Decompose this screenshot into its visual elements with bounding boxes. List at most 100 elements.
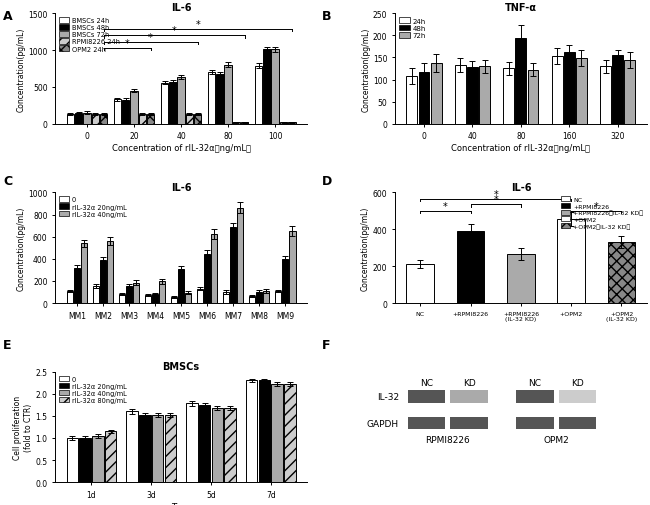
Bar bbox=[223, 292, 229, 304]
Text: *: * bbox=[172, 26, 177, 36]
Text: NC: NC bbox=[420, 378, 433, 387]
Bar bbox=[406, 265, 434, 304]
Bar bbox=[259, 381, 270, 482]
Text: *: * bbox=[195, 20, 200, 30]
Bar bbox=[216, 75, 224, 125]
Bar bbox=[79, 438, 91, 482]
Legend: NC, +RPMI8226, +RPMI8226（IL-32 KD）, +OPM2, +OPM2（IL-32 KD）: NC, +RPMI8226, +RPMI8226（IL-32 KD）, +OPM… bbox=[560, 196, 644, 230]
Text: OPM2: OPM2 bbox=[543, 435, 569, 444]
Bar bbox=[199, 405, 211, 482]
Bar bbox=[256, 292, 263, 304]
Bar bbox=[246, 381, 257, 482]
Bar bbox=[185, 293, 191, 304]
Bar bbox=[105, 431, 116, 482]
Bar bbox=[608, 243, 635, 304]
Bar bbox=[503, 69, 514, 125]
Bar bbox=[197, 289, 203, 304]
Bar bbox=[147, 115, 154, 125]
Bar bbox=[406, 77, 417, 125]
Bar bbox=[93, 287, 99, 304]
Y-axis label: Concentration(pg/mL): Concentration(pg/mL) bbox=[16, 27, 25, 112]
Bar bbox=[161, 84, 168, 125]
Bar bbox=[67, 291, 73, 304]
Title: IL-6: IL-6 bbox=[171, 4, 191, 13]
Bar bbox=[612, 56, 623, 125]
Legend: 0, rIL-32α 20ng/mL, rIL-32α 40ng/mL, rIL-32α 80ng/mL: 0, rIL-32α 20ng/mL, rIL-32α 40ng/mL, rIL… bbox=[58, 375, 127, 403]
Bar bbox=[237, 209, 244, 304]
Bar bbox=[138, 115, 146, 125]
Bar bbox=[164, 415, 176, 482]
Y-axis label: Concentration(pg/mL): Concentration(pg/mL) bbox=[361, 206, 370, 290]
Bar bbox=[83, 114, 91, 125]
Bar bbox=[230, 227, 237, 304]
Text: D: D bbox=[322, 174, 332, 187]
Bar bbox=[558, 391, 597, 403]
Text: F: F bbox=[322, 338, 330, 351]
Legend: BMSCs 24h, BMSCs 48h, BMSCs 72h, RPMI8226 24h, OPM2 24h: BMSCs 24h, BMSCs 48h, BMSCs 72h, RPMI822… bbox=[58, 18, 121, 53]
Bar bbox=[457, 232, 484, 304]
Bar bbox=[280, 123, 287, 125]
Bar bbox=[455, 66, 466, 125]
Bar bbox=[152, 294, 159, 304]
X-axis label: Concentration of rIL-32α（ng/mL）: Concentration of rIL-32α（ng/mL） bbox=[451, 144, 590, 153]
Bar bbox=[119, 294, 125, 304]
Bar bbox=[212, 408, 223, 482]
Text: KD: KD bbox=[463, 378, 476, 387]
Bar bbox=[171, 297, 177, 304]
Bar bbox=[450, 391, 488, 403]
Bar bbox=[204, 255, 211, 304]
Y-axis label: Concentration(pg/mL): Concentration(pg/mL) bbox=[361, 27, 370, 112]
Bar bbox=[516, 391, 554, 403]
Text: RPMI8226: RPMI8226 bbox=[426, 435, 471, 444]
Bar bbox=[224, 408, 236, 482]
Bar bbox=[126, 286, 132, 304]
Bar bbox=[177, 77, 185, 125]
Bar bbox=[275, 291, 281, 304]
Bar bbox=[625, 61, 635, 125]
Bar bbox=[479, 67, 490, 125]
Bar bbox=[81, 244, 87, 304]
Bar bbox=[288, 123, 296, 125]
Text: A: A bbox=[3, 10, 13, 23]
Text: IL-32: IL-32 bbox=[377, 392, 399, 401]
Bar bbox=[67, 115, 74, 125]
Title: TNF-α: TNF-α bbox=[505, 4, 537, 13]
Bar bbox=[152, 415, 163, 482]
Bar bbox=[186, 403, 198, 482]
Bar bbox=[564, 53, 575, 125]
Bar bbox=[600, 67, 611, 125]
Y-axis label: Concentration(pg/mL): Concentration(pg/mL) bbox=[16, 206, 25, 290]
Text: B: B bbox=[322, 10, 332, 23]
Bar bbox=[450, 417, 488, 429]
Bar bbox=[194, 115, 202, 125]
Bar bbox=[516, 417, 554, 429]
Bar bbox=[282, 259, 289, 304]
Bar bbox=[169, 83, 177, 125]
Text: *: * bbox=[493, 189, 498, 199]
Bar bbox=[284, 384, 296, 482]
X-axis label: Time: Time bbox=[171, 501, 191, 505]
Bar bbox=[208, 73, 215, 125]
Bar bbox=[145, 295, 151, 304]
Bar bbox=[263, 291, 270, 304]
Bar bbox=[289, 231, 296, 304]
Bar bbox=[139, 415, 151, 482]
Bar bbox=[263, 50, 270, 125]
Bar bbox=[92, 115, 99, 125]
Bar bbox=[107, 241, 113, 304]
Bar bbox=[272, 384, 283, 482]
Bar bbox=[241, 123, 248, 125]
Bar bbox=[75, 114, 83, 125]
Bar bbox=[67, 438, 78, 482]
X-axis label: Concentration of rIL-32α（ng/mL）: Concentration of rIL-32α（ng/mL） bbox=[112, 144, 251, 153]
Bar bbox=[515, 38, 526, 125]
Text: *: * bbox=[594, 201, 599, 212]
Bar bbox=[419, 72, 430, 125]
Bar bbox=[92, 436, 103, 482]
Bar bbox=[249, 296, 255, 304]
Text: KD: KD bbox=[571, 378, 584, 387]
Bar bbox=[552, 57, 563, 125]
Bar bbox=[130, 91, 138, 125]
Bar bbox=[159, 282, 165, 304]
Bar bbox=[224, 66, 232, 125]
